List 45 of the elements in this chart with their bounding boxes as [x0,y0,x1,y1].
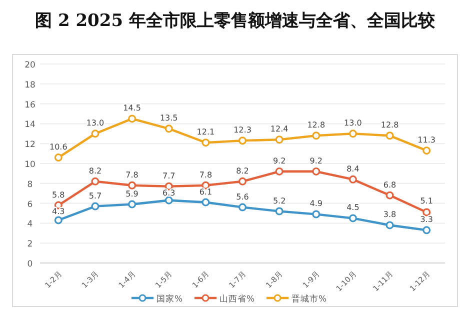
point [91,202,100,210]
point [128,181,136,190]
point [54,216,62,224]
point [386,191,394,200]
point [91,130,100,138]
point [91,177,100,186]
point [422,208,431,216]
point [202,198,210,206]
point [164,124,173,133]
point [348,214,357,222]
point [202,138,210,147]
point [275,167,284,176]
point [128,114,136,123]
y-tick-label: 6 [27,200,33,210]
y-tick-label: 8 [27,180,33,190]
point [275,136,284,144]
point [164,196,173,204]
y-tick-label: 2 [27,240,33,250]
y-tick-label: 16 [24,100,36,110]
y-tick-label: 20 [24,60,36,70]
point [312,210,320,218]
legend-label: 山西省% [220,294,255,304]
y-tick-label: 12 [24,140,36,150]
point [422,146,431,155]
y-tick-label: 18 [24,80,36,90]
point [238,136,246,145]
point [238,177,246,186]
point [422,226,431,234]
point [312,167,320,176]
point [238,203,246,212]
y-tick-label: 0 [27,260,33,270]
point [348,175,357,184]
point [54,154,62,162]
legend-label: 国家% [156,294,183,304]
y-tick-label: 10 [24,160,36,170]
point [348,130,357,138]
y-tick-label: 4 [27,220,33,230]
point [386,221,394,230]
y-tick-label: 14 [24,120,36,130]
point [275,207,284,216]
title: 图 2 2025 年全市限上零售额增速与全省、全国比较 [35,11,435,31]
point [312,132,320,140]
point [128,200,136,208]
legend-label: 晋城市% [292,294,327,304]
point [386,132,394,140]
